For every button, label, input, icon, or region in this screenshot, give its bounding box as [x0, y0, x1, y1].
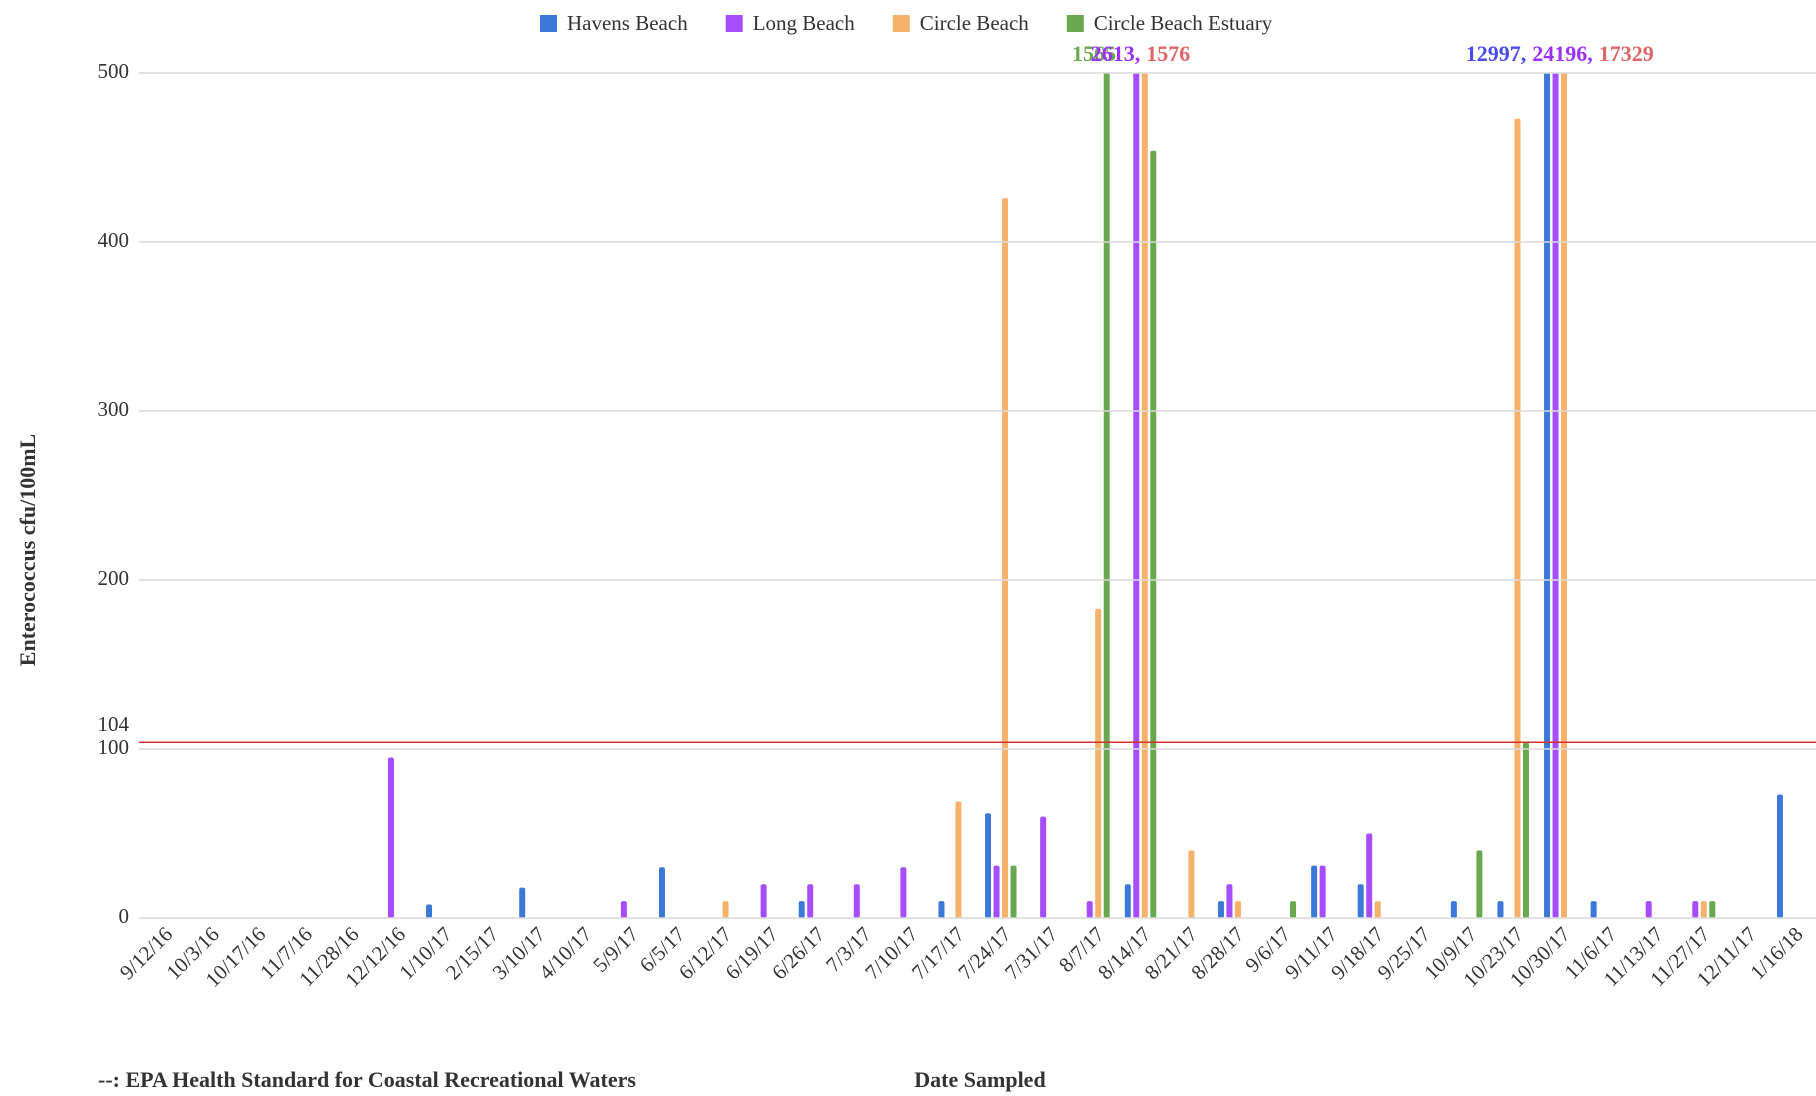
- bar: [993, 865, 1000, 918]
- bar: [1374, 901, 1381, 918]
- x-tick-label: 5/9/17: [588, 922, 643, 977]
- value-label: 1565: [1072, 41, 1116, 66]
- bar: [1095, 608, 1102, 918]
- bar: [1522, 742, 1529, 918]
- bar: [1311, 865, 1318, 918]
- bar: [722, 901, 729, 918]
- x-tick-label: 1/16/18: [1745, 922, 1807, 984]
- bar: [955, 801, 962, 918]
- bar: [1450, 901, 1457, 918]
- bar: [1217, 901, 1224, 918]
- value-label: 12997,: [1466, 41, 1527, 66]
- legend-label: Circle Beach: [920, 11, 1030, 35]
- value-label: 1576: [1146, 41, 1190, 66]
- overflow-labels: 1565: [1072, 41, 1116, 66]
- bar: [1124, 884, 1131, 918]
- value-label: 2613,: [1091, 41, 1141, 66]
- bar: [1103, 73, 1110, 918]
- bar: [1709, 901, 1716, 918]
- legend-swatch: [892, 15, 910, 32]
- bar: [1290, 901, 1297, 918]
- bar: [1700, 901, 1707, 918]
- bar: [1226, 884, 1233, 918]
- bar: [853, 884, 860, 918]
- bar: [1234, 901, 1241, 918]
- bar: [1561, 73, 1568, 918]
- x-tick-label: 8/28/17: [1186, 922, 1248, 984]
- bar: [1040, 816, 1047, 918]
- bar: [1002, 198, 1009, 918]
- bar: [1010, 865, 1017, 918]
- bar: [1590, 901, 1597, 918]
- x-tick-label: 7/31/17: [1000, 922, 1062, 984]
- bar: [658, 867, 665, 918]
- y-tick-label: 500: [98, 59, 130, 83]
- bar: [798, 901, 805, 918]
- bar: [1133, 73, 1140, 918]
- x-tick-label: 6/26/17: [767, 922, 829, 984]
- y-axis-label: Enterococcus cfu/100mL: [15, 434, 40, 666]
- bar: [985, 813, 992, 918]
- bar: [1188, 850, 1195, 918]
- bar: [1497, 901, 1504, 918]
- overflow-labels: 2613, 1576: [1091, 41, 1191, 66]
- legend-swatch: [1066, 15, 1084, 32]
- y-tick-label: 300: [98, 397, 130, 421]
- bar: [519, 887, 526, 918]
- bar: [1357, 884, 1364, 918]
- bar: [1552, 73, 1559, 918]
- legend-label: Havens Beach: [567, 11, 688, 35]
- y-tick-label: 200: [98, 566, 130, 590]
- bar: [1141, 73, 1148, 918]
- reference-label: 104: [98, 712, 130, 736]
- bar: [938, 901, 945, 918]
- y-tick-label: 0: [119, 904, 130, 928]
- bar: [1319, 865, 1326, 918]
- bar: [807, 884, 814, 918]
- bar: [1544, 73, 1551, 918]
- value-label: 24196,: [1532, 41, 1593, 66]
- value-label: 17329: [1599, 41, 1654, 66]
- plot-area: [387, 73, 1783, 919]
- bar: [426, 904, 433, 918]
- x-axis-label: Date Sampled: [914, 1067, 1045, 1092]
- legend-swatch: [725, 15, 743, 32]
- bar: [1645, 901, 1652, 918]
- bar: [1366, 833, 1373, 918]
- bar: [900, 867, 907, 918]
- bar: [1086, 901, 1093, 918]
- bar: [387, 757, 394, 918]
- legend-label: Long Beach: [753, 11, 856, 35]
- reference-note: --: EPA Health Standard for Coastal Recr…: [98, 1067, 636, 1092]
- legend-swatch: [540, 15, 557, 32]
- bar: [1692, 901, 1699, 918]
- bar: [1776, 794, 1783, 918]
- y-tick-label: 100: [98, 735, 130, 759]
- bar: [1514, 118, 1521, 918]
- bar: [760, 884, 767, 918]
- legend-label: Circle Beach Estuary: [1094, 11, 1273, 35]
- bar: [1150, 150, 1157, 919]
- bar: [620, 901, 627, 918]
- y-tick-label: 400: [98, 228, 130, 252]
- x-tick-label: 4/10/17: [534, 922, 596, 984]
- overflow-labels: 12997, 24196, 17329: [1466, 41, 1654, 66]
- bar: [1476, 850, 1483, 918]
